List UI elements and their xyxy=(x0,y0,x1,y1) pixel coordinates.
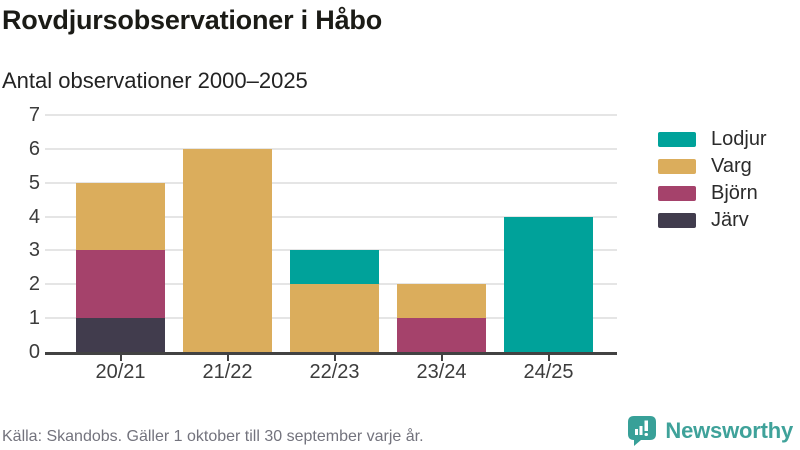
y-axis-tick-label: 6 xyxy=(28,137,40,160)
legend-label: Järv xyxy=(711,209,749,231)
legend-swatch xyxy=(658,158,696,174)
gridline-y4 xyxy=(45,215,617,218)
bar-20-21-bjorn xyxy=(76,250,165,319)
x-axis-category-label: 22/23 xyxy=(309,361,360,383)
y-axis-tick-label: 5 xyxy=(28,171,40,194)
y-axis-tick-label: 0 xyxy=(28,341,40,363)
bar-20-21-varg xyxy=(76,182,165,251)
legend-item-jarv: Järv xyxy=(658,209,767,231)
legend-label: Varg xyxy=(711,155,752,177)
legend-item-bjorn: Björn xyxy=(658,182,767,204)
gridline-y6 xyxy=(45,147,617,150)
legend-swatch xyxy=(658,185,696,201)
legend-swatch xyxy=(658,131,696,147)
y-axis-tick-label: 3 xyxy=(28,239,40,262)
x-axis: 20/21 21/22 22/23 23/24 24/25 xyxy=(57,361,617,387)
x-axis-tick xyxy=(119,355,122,361)
bar-23-24-varg xyxy=(397,284,486,319)
bar-22-23-lodjur xyxy=(290,250,379,285)
x-axis-tick xyxy=(226,355,229,361)
bar-23-24-bjorn xyxy=(397,318,486,352)
gridline-y3 xyxy=(45,249,617,252)
x-axis-tick xyxy=(333,355,336,361)
legend-swatch xyxy=(658,212,696,228)
chart-title: Rovdjursobservationer i Håbo xyxy=(2,5,382,35)
bar-21-22-varg xyxy=(183,148,272,352)
x-axis-category-label: 23/24 xyxy=(416,361,467,383)
x-axis-category-label: 24/25 xyxy=(523,361,574,383)
legend-label: Lodjur xyxy=(711,128,767,150)
x-axis-category-label: 20/21 xyxy=(95,361,146,383)
x-axis-tick xyxy=(440,355,443,361)
legend: Lodjur Varg Björn Järv xyxy=(658,128,767,239)
y-axis-tick-label: 2 xyxy=(28,273,40,296)
y-axis-tick-label: 1 xyxy=(28,307,40,330)
newsworthy-logo: Newsworthy xyxy=(627,415,793,447)
plot-area xyxy=(45,114,617,361)
newsworthy-logo-icon xyxy=(627,415,657,447)
chart-subtitle: Antal observationer 2000–2025 xyxy=(2,68,308,93)
bar-20-21-jarv xyxy=(76,318,165,352)
x-axis-category-label: 21/22 xyxy=(202,361,253,383)
gridline-y5 xyxy=(45,181,617,184)
gridline-y7 xyxy=(45,114,617,116)
bar-24-25-lodjur xyxy=(504,216,593,352)
y-axis: 0 1 2 3 4 5 6 7 xyxy=(0,104,40,363)
newsworthy-logo-text: Newsworthy xyxy=(665,418,793,443)
y-axis-tick-label: 7 xyxy=(28,104,40,126)
x-axis-line xyxy=(45,352,617,355)
legend-label: Björn xyxy=(711,182,758,204)
bar-22-23-varg xyxy=(290,284,379,352)
source-note: Källa: Skandobs. Gäller 1 oktober till 3… xyxy=(2,428,424,445)
x-axis-tick xyxy=(547,355,550,361)
legend-item-lodjur: Lodjur xyxy=(658,128,767,150)
legend-item-varg: Varg xyxy=(658,155,767,177)
y-axis-tick-label: 4 xyxy=(28,205,40,228)
